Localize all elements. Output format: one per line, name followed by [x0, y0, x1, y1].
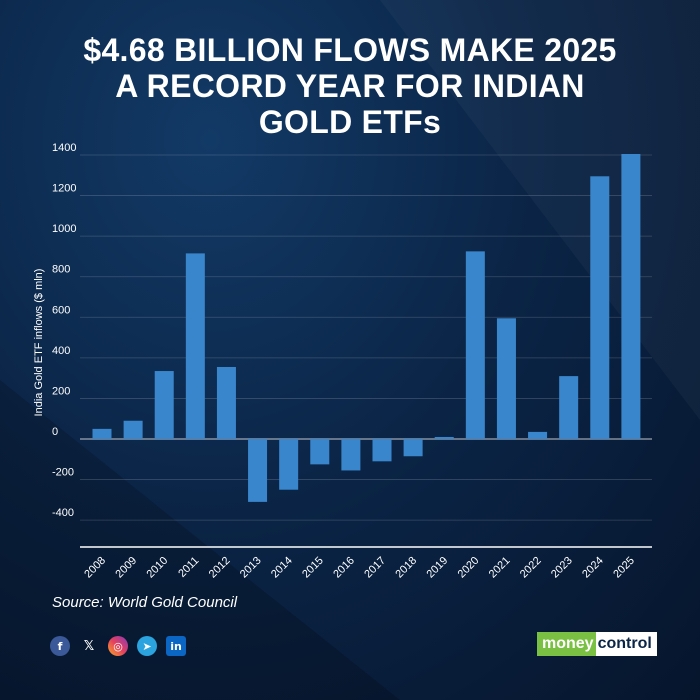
- bar-2013: [248, 439, 268, 502]
- x-tick-label: 2016: [331, 555, 357, 581]
- bar-2011: [185, 253, 205, 439]
- y-tick-label: 800: [52, 264, 70, 276]
- x-tick-label: 2024: [580, 555, 606, 581]
- bar-2018: [403, 439, 423, 457]
- bar-2014: [279, 439, 299, 490]
- facebook-icon[interactable]: f: [50, 636, 70, 656]
- instagram-icon[interactable]: ◎: [108, 636, 128, 656]
- bar-2022: [528, 431, 548, 439]
- x-tick-label: 2022: [518, 555, 544, 581]
- y-tick-label: 0: [52, 426, 58, 438]
- x-tick-label: 2015: [300, 555, 326, 581]
- bar-2021: [496, 318, 516, 439]
- bar-2019: [434, 436, 454, 439]
- x-tick-label: 2011: [176, 555, 201, 580]
- bar-2015: [310, 439, 330, 465]
- source-note: Source: World Gold Council: [52, 594, 238, 611]
- y-tick-label: 1200: [52, 183, 76, 195]
- bar-2008: [92, 428, 112, 439]
- y-tick-label: 600: [52, 304, 70, 316]
- title-line-1: $4.68 BILLION FLOWS MAKE 2025: [83, 32, 617, 68]
- y-tick-label: 1400: [52, 142, 76, 154]
- x-tick-label: 2010: [145, 555, 171, 581]
- y-tick-label: -200: [52, 467, 74, 479]
- bar-2017: [372, 439, 392, 462]
- bar-2023: [559, 376, 579, 439]
- x-tick-label: 2023: [549, 555, 575, 581]
- y-tick-label: 400: [52, 345, 70, 357]
- x-tick-label: 2017: [362, 555, 388, 581]
- social-links: f 𝕏 ◎ ➤ in: [50, 636, 186, 656]
- bar-2020: [465, 251, 485, 439]
- x-tick-label: 2019: [425, 555, 451, 581]
- y-tick-label: 200: [52, 385, 70, 397]
- bar-2016: [341, 439, 361, 471]
- x-tick-label: 2021: [487, 555, 513, 581]
- x-tick-label: 2014: [269, 555, 295, 581]
- linkedin-icon[interactable]: in: [166, 636, 186, 656]
- x-tick-label: 2013: [238, 555, 264, 581]
- title-line-2: A RECORD YEAR FOR INDIAN: [115, 68, 585, 104]
- chart-title: $4.68 BILLION FLOWS MAKE 2025 A RECORD Y…: [40, 32, 660, 140]
- logo-part-control: control: [595, 632, 657, 656]
- bar-2024: [590, 176, 610, 440]
- x-tick-label: 2012: [207, 555, 233, 581]
- x-tick-label: 2008: [82, 555, 108, 581]
- moneycontrol-logo: money control: [537, 631, 657, 657]
- x-tick-label: 2018: [393, 555, 419, 581]
- y-tick-label: -400: [52, 507, 74, 519]
- bar-2012: [216, 366, 236, 439]
- title-line-3: GOLD ETFs: [258, 104, 442, 140]
- bar-2010: [154, 371, 174, 439]
- telegram-icon[interactable]: ➤: [137, 636, 157, 656]
- x-tick-label: 2020: [456, 555, 482, 581]
- y-axis-label: India Gold ETF inflows ($ mln): [33, 269, 45, 417]
- x-icon[interactable]: 𝕏: [83, 638, 95, 654]
- x-tick-label: 2009: [113, 555, 139, 581]
- logo-part-money: money: [537, 632, 596, 656]
- x-tick-label: 2025: [611, 555, 637, 581]
- bar-2025: [621, 153, 641, 439]
- bar-2009: [123, 420, 143, 439]
- y-tick-label: 1000: [52, 223, 76, 235]
